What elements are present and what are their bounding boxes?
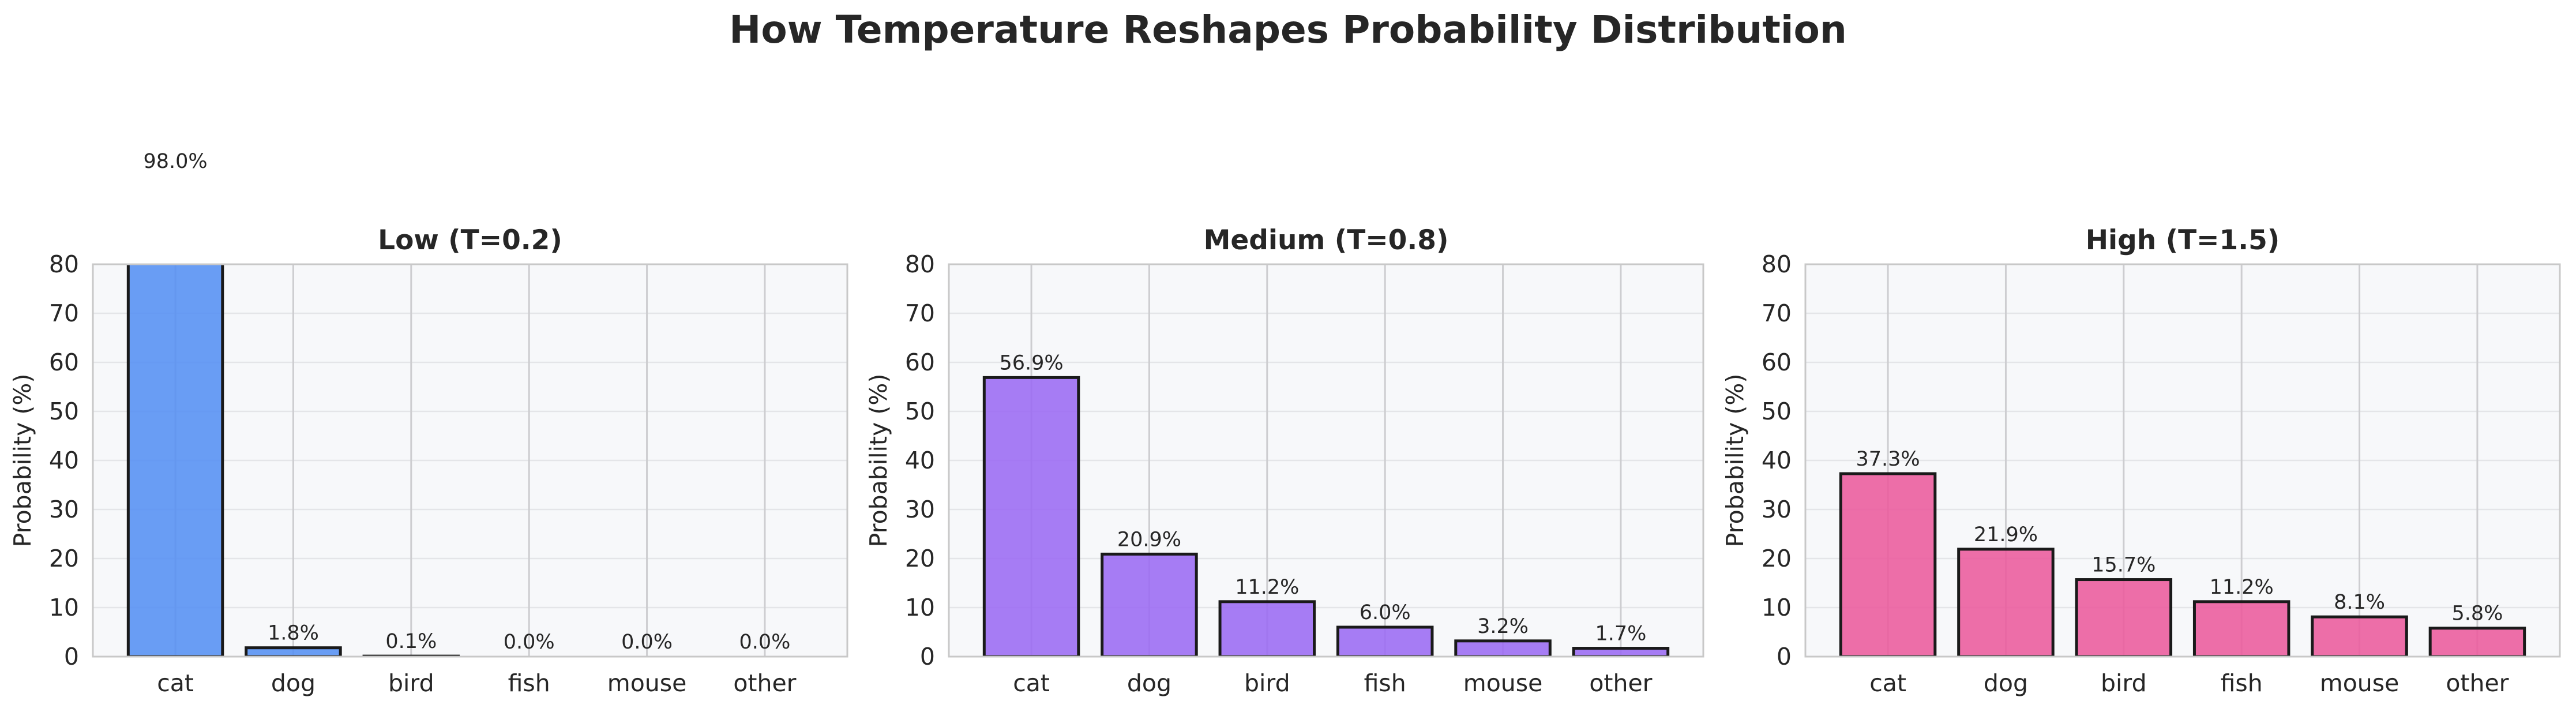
y-tick-label: 10 xyxy=(1762,594,1792,621)
bar-bird xyxy=(1218,600,1316,657)
y-tick-label: 80 xyxy=(905,250,935,278)
bar-cat xyxy=(982,376,1080,657)
y-axis-label: Probability (%) xyxy=(1721,374,1749,548)
x-tick-label: other xyxy=(1589,669,1652,697)
x-tick-label: cat xyxy=(1013,669,1050,697)
data-label-other: 1.7% xyxy=(1595,623,1646,646)
bar-fish xyxy=(1336,625,1434,657)
x-tick-label: dog xyxy=(271,669,316,697)
x-tick-label: cat xyxy=(1869,669,1906,697)
y-tick-label: 20 xyxy=(1762,545,1792,572)
x-tick-label: mouse xyxy=(1463,669,1543,697)
data-label-cat: 98.0% xyxy=(143,150,207,173)
x-tick-label: bird xyxy=(388,669,434,697)
data-label-cat: 37.3% xyxy=(1856,448,1920,471)
chart-panel-1: 0 10 20 30 40 50 60 70 80 98.0% 1.8% 0.1% 0.0% 0.0% 0.… xyxy=(9,150,848,697)
y-tick-label: 70 xyxy=(49,299,79,327)
panel-title: Medium (T=0.8) xyxy=(1204,224,1449,256)
bar-cat xyxy=(126,264,224,657)
x-tick-label: mouse xyxy=(2320,669,2399,697)
figure-title: How Temperature Reshapes Probability Dis… xyxy=(729,8,1847,52)
x-tick-label: dog xyxy=(1984,669,2028,697)
bars xyxy=(1839,472,2526,657)
y-tick-label: 0 xyxy=(1777,643,1792,670)
data-label-bird: 0.1% xyxy=(385,630,437,653)
y-axis-label: Probability (%) xyxy=(865,374,892,548)
plot-frame xyxy=(948,263,1704,658)
y-tick-label: 40 xyxy=(1762,447,1792,474)
panel-title: High (T=1.5) xyxy=(2086,224,2280,256)
y-tick-label: 60 xyxy=(49,348,79,376)
x-tick-label: cat xyxy=(157,669,194,697)
y-axis-label: Probability (%) xyxy=(9,374,36,548)
x-tick-label: fish xyxy=(508,669,550,697)
y-tick-label: 50 xyxy=(1762,398,1792,425)
data-label-dog: 20.9% xyxy=(1117,528,1181,551)
bar-dog xyxy=(1957,548,2055,657)
y-tick-label: 10 xyxy=(905,594,935,621)
y-tick-label: 70 xyxy=(905,299,935,327)
y-tick-label: 0 xyxy=(64,643,79,670)
y-tick-label: 30 xyxy=(1762,496,1792,523)
chart-panel-2: 0 10 20 30 40 50 60 70 80 56.9% 20.9% 11.2% 6.0% 3.2%… xyxy=(865,224,1704,697)
y-tick-label: 80 xyxy=(49,250,79,278)
plot-frame xyxy=(92,263,848,658)
bar-cat xyxy=(1839,472,1937,657)
y-tick-label: 30 xyxy=(49,496,79,523)
bar-bird xyxy=(2075,578,2173,657)
bar-other xyxy=(2428,627,2526,657)
y-tick-label: 50 xyxy=(905,398,935,425)
y-tick-label: 50 xyxy=(49,398,79,425)
panel-title: Low (T=0.2) xyxy=(378,224,562,256)
data-label-dog: 21.9% xyxy=(1974,523,2038,546)
x-tick-label: mouse xyxy=(607,669,687,697)
y-tick-label: 70 xyxy=(1762,299,1792,327)
data-label-bird: 15.7% xyxy=(2091,554,2156,577)
x-tick-label: other xyxy=(2446,669,2509,697)
data-label-dog: 1.8% xyxy=(268,622,319,645)
y-tick-label: 20 xyxy=(905,545,935,572)
bar-fish xyxy=(2192,600,2290,657)
bar-dog xyxy=(245,646,342,657)
y-tick-label: 40 xyxy=(49,447,79,474)
data-label-fish: 6.0% xyxy=(1360,601,1411,624)
bars xyxy=(982,376,1670,657)
y-tick-label: 20 xyxy=(49,545,79,572)
data-label-mouse: 3.2% xyxy=(1477,615,1529,638)
data-label-fish: 11.2% xyxy=(2210,576,2274,599)
data-label-mouse: 0.0% xyxy=(621,631,673,654)
y-tick-label: 60 xyxy=(1762,348,1792,376)
y-tick-label: 10 xyxy=(49,594,79,621)
bar-mouse xyxy=(2311,615,2408,657)
plot-frame xyxy=(1804,263,2561,658)
data-label-mouse: 8.1% xyxy=(2334,591,2385,614)
bar-mouse xyxy=(1454,639,1552,657)
x-tick-label: bird xyxy=(2101,669,2147,697)
chart-panels: 0 10 20 30 40 50 60 70 80 98.0% 1.8% 0.1% 0.0% 0.0% 0.… xyxy=(9,150,2561,697)
data-label-cat: 56.9% xyxy=(999,351,1063,374)
y-tick-label: 40 xyxy=(905,447,935,474)
data-label-fish: 0.0% xyxy=(504,631,555,654)
y-tick-label: 80 xyxy=(1762,250,1792,278)
data-label-other: 0.0% xyxy=(739,631,790,654)
x-tick-label: bird xyxy=(1244,669,1290,697)
x-tick-label: other xyxy=(733,669,796,697)
x-tick-label: fish xyxy=(2221,669,2263,697)
data-label-bird: 11.2% xyxy=(1235,576,1299,599)
x-tick-label: fish xyxy=(1364,669,1406,697)
bar-other xyxy=(1572,647,1670,657)
data-label-other: 5.8% xyxy=(2451,602,2503,625)
y-tick-label: 30 xyxy=(905,496,935,523)
y-tick-label: 60 xyxy=(905,348,935,376)
y-tick-label: 0 xyxy=(920,643,935,670)
bar-dog xyxy=(1101,552,1198,657)
chart-panel-3: 0 10 20 30 40 50 60 70 80 37.3% 21.9% 15.7% 11.2% 8.1… xyxy=(1721,224,2561,697)
x-tick-label: dog xyxy=(1127,669,1171,697)
